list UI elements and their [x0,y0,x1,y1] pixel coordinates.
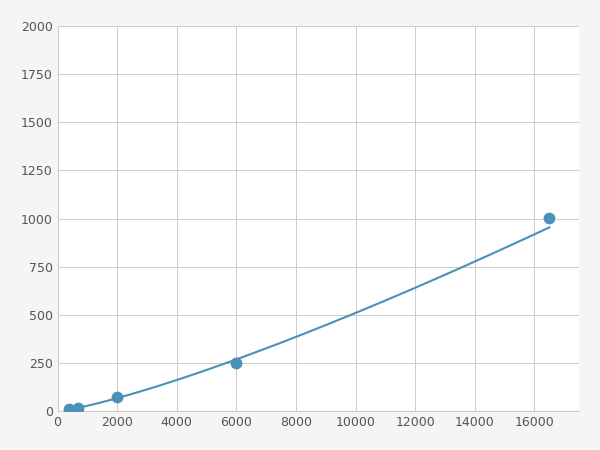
Point [232,360,241,367]
Point [112,393,122,400]
Point [65,406,74,413]
Point [74,404,83,411]
Point [545,214,554,221]
